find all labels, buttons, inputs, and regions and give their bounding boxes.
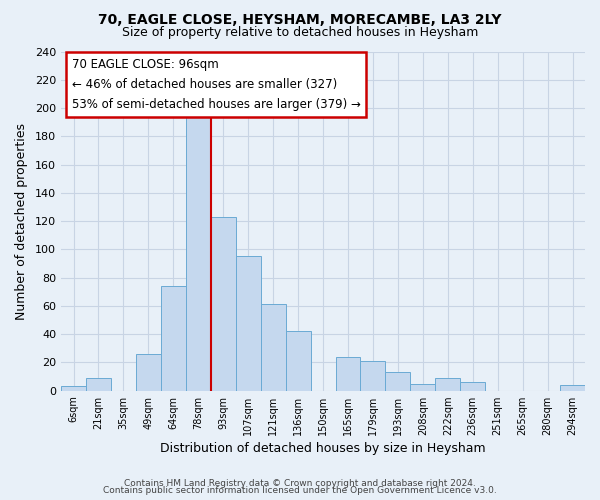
- Bar: [560, 385, 585, 390]
- Bar: [286, 332, 311, 390]
- Bar: [385, 372, 410, 390]
- Bar: [186, 111, 211, 390]
- Bar: [86, 378, 111, 390]
- X-axis label: Distribution of detached houses by size in Heysham: Distribution of detached houses by size …: [160, 442, 486, 455]
- Bar: [436, 378, 460, 390]
- Bar: [335, 357, 361, 390]
- Bar: [236, 256, 260, 390]
- Bar: [410, 384, 436, 390]
- Text: 70 EAGLE CLOSE: 96sqm
← 46% of detached houses are smaller (327)
53% of semi-det: 70 EAGLE CLOSE: 96sqm ← 46% of detached …: [71, 58, 361, 112]
- Bar: [61, 386, 86, 390]
- Text: Contains public sector information licensed under the Open Government Licence v3: Contains public sector information licen…: [103, 486, 497, 495]
- Y-axis label: Number of detached properties: Number of detached properties: [15, 122, 28, 320]
- Text: Size of property relative to detached houses in Heysham: Size of property relative to detached ho…: [122, 26, 478, 39]
- Bar: [361, 361, 385, 390]
- Text: 70, EAGLE CLOSE, HEYSHAM, MORECAMBE, LA3 2LY: 70, EAGLE CLOSE, HEYSHAM, MORECAMBE, LA3…: [98, 12, 502, 26]
- Bar: [460, 382, 485, 390]
- Bar: [136, 354, 161, 391]
- Bar: [260, 304, 286, 390]
- Bar: [211, 217, 236, 390]
- Text: Contains HM Land Registry data © Crown copyright and database right 2024.: Contains HM Land Registry data © Crown c…: [124, 478, 476, 488]
- Bar: [161, 286, 186, 391]
